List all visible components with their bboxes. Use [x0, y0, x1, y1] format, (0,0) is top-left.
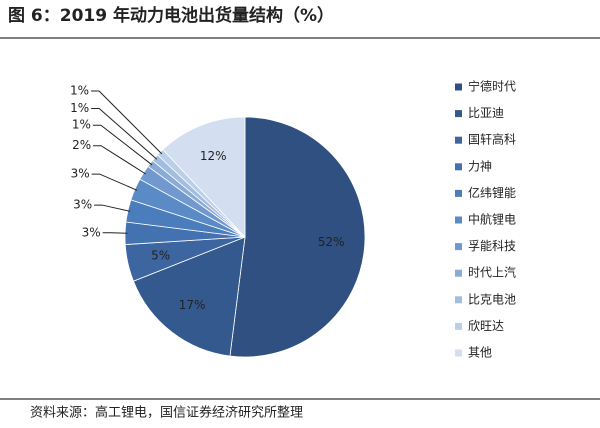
value-label: 12%: [200, 149, 227, 163]
legend-swatch: [455, 269, 462, 277]
pie-slice: [229, 116, 366, 358]
leader-line: [91, 107, 158, 160]
leader-line: [93, 145, 146, 175]
legend-swatch: [455, 349, 462, 357]
value-label: 3%: [73, 198, 92, 212]
leader-line: [94, 204, 131, 212]
value-label: 3%: [82, 225, 101, 239]
legend-label: 比克电池: [468, 292, 516, 306]
pie-slice: [162, 116, 246, 239]
legend-swatch: [455, 322, 462, 330]
leader-line: [91, 90, 163, 155]
legend-label: 欣旺达: [468, 319, 504, 333]
legend-label: 国轩高科: [468, 132, 516, 147]
legend-label: 孚能科技: [468, 239, 516, 253]
legend-swatch: [455, 136, 462, 144]
value-label: 17%: [179, 298, 206, 312]
legend-label: 时代上汽: [468, 265, 516, 280]
legend-swatch: [455, 296, 462, 304]
pie-slice: [132, 236, 246, 357]
value-label: 1%: [70, 101, 89, 115]
leader-line: [102, 232, 128, 234]
value-label: 2%: [72, 138, 91, 152]
legend-label: 比亚迪: [468, 106, 504, 120]
chart-title: 图 6：2019 年动力电池出货量结构（%）: [8, 5, 334, 26]
legend-swatch: [455, 110, 462, 118]
legend-swatch: [455, 216, 462, 224]
legend-label: 力神: [468, 159, 492, 173]
legend-swatch: [455, 163, 462, 171]
legend-swatch: [455, 189, 462, 197]
legend-label: 宁德时代: [468, 79, 516, 94]
legend-swatch: [455, 83, 462, 91]
legend-swatch: [455, 243, 462, 251]
value-label: 3%: [71, 167, 90, 181]
legend-label: 其他: [468, 346, 492, 360]
value-label: 1%: [72, 118, 91, 132]
legend-label: 亿纬锂能: [468, 185, 516, 200]
source-note: 资料来源：高工锂电，国信证券经济研究所整理: [30, 405, 303, 421]
value-label: 5%: [151, 248, 170, 262]
value-label: 52%: [318, 235, 345, 249]
legend-label: 中航锂电: [468, 212, 516, 227]
leader-line: [91, 173, 138, 191]
value-label: 1%: [70, 84, 89, 98]
leader-line: [92, 124, 153, 166]
